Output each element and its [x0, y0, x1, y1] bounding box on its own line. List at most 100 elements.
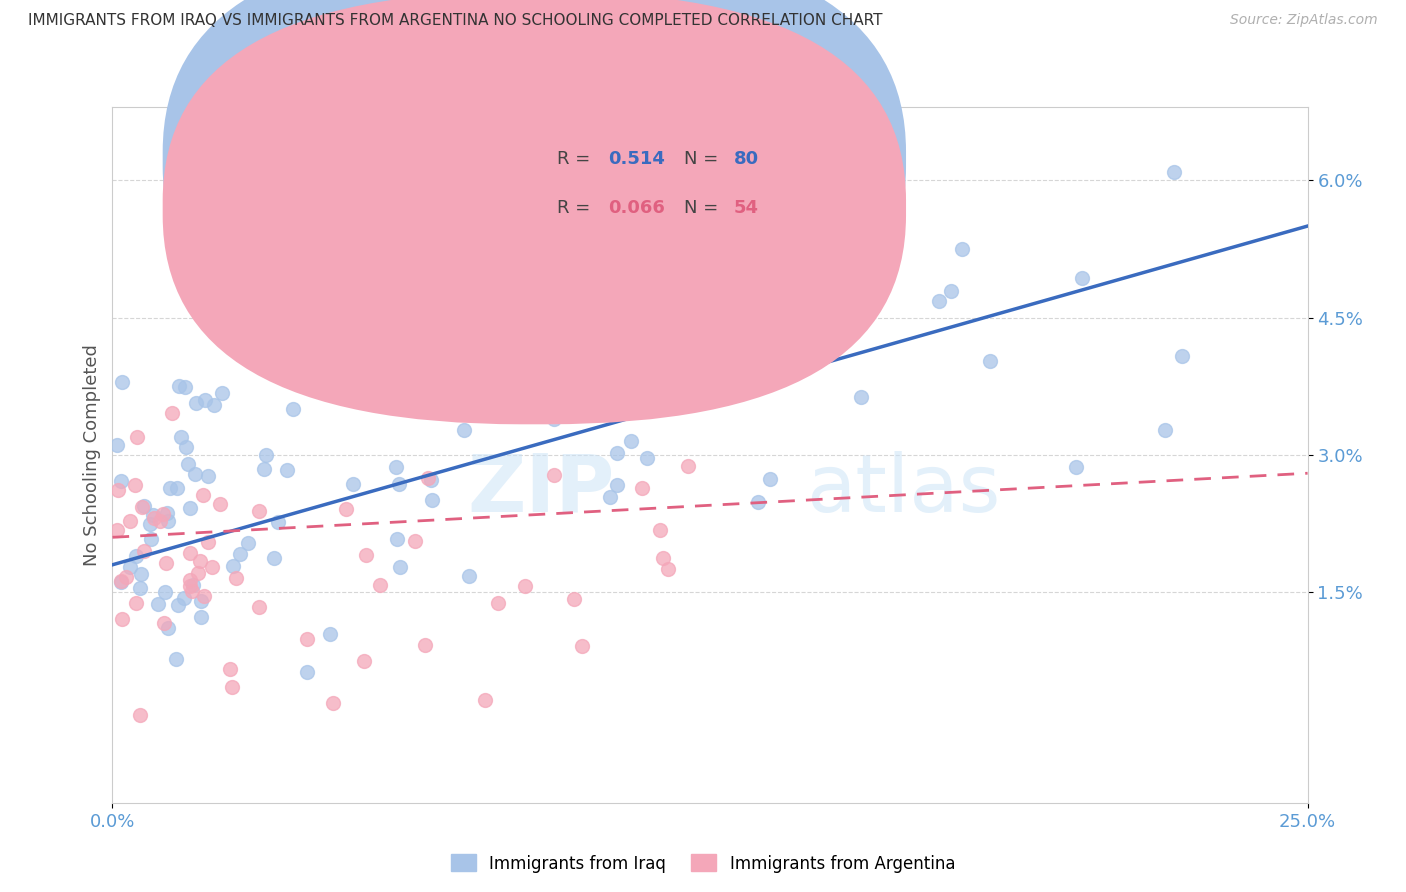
Point	[134, 544, 156, 558]
Point	[233, 313, 256, 327]
Point	[208, 497, 231, 511]
Text: R =: R =	[557, 199, 596, 217]
FancyBboxPatch shape	[163, 0, 905, 376]
Point	[188, 554, 211, 568]
Point	[177, 457, 200, 471]
Point	[142, 508, 165, 522]
Point	[221, 680, 243, 694]
Point	[157, 621, 180, 635]
Point	[110, 474, 132, 488]
Point	[184, 396, 207, 410]
Point	[105, 438, 128, 452]
Point	[225, 571, 247, 585]
Point	[413, 638, 436, 652]
Point	[676, 458, 699, 473]
Point	[197, 468, 219, 483]
Point	[460, 393, 482, 408]
Point	[419, 473, 441, 487]
Point	[128, 581, 150, 595]
Point	[197, 534, 219, 549]
Point	[179, 573, 201, 587]
Point	[190, 594, 212, 608]
Point	[620, 434, 643, 448]
Point	[388, 476, 411, 491]
Legend: Immigrants from Iraq, Immigrants from Argentina: Immigrants from Iraq, Immigrants from Ar…	[444, 847, 962, 880]
Point	[263, 550, 285, 565]
Point	[162, 406, 184, 420]
Point	[606, 478, 628, 492]
Point	[165, 652, 187, 666]
Point	[179, 501, 201, 516]
Point	[153, 616, 176, 631]
Point	[851, 390, 873, 404]
Point	[159, 482, 181, 496]
Point	[152, 508, 174, 522]
Point	[747, 494, 769, 508]
Point	[110, 574, 132, 589]
Point	[486, 596, 509, 610]
Point	[190, 609, 212, 624]
Point	[110, 574, 132, 589]
Point	[125, 430, 148, 444]
Point	[132, 499, 155, 513]
FancyBboxPatch shape	[495, 121, 830, 253]
Text: 0.066: 0.066	[609, 199, 665, 217]
Point	[1153, 423, 1175, 437]
Point	[388, 559, 411, 574]
Text: N =: N =	[683, 150, 724, 169]
Point	[253, 462, 276, 476]
Text: IMMIGRANTS FROM IRAQ VS IMMIGRANTS FROM ARGENTINA NO SCHOOLING COMPLETED CORRELA: IMMIGRANTS FROM IRAQ VS IMMIGRANTS FROM …	[28, 13, 883, 29]
Point	[173, 380, 195, 394]
Point	[599, 490, 621, 504]
Point	[167, 599, 190, 613]
Point	[201, 560, 224, 574]
Point	[652, 551, 675, 566]
Text: 0.514: 0.514	[609, 150, 665, 169]
Point	[283, 402, 305, 417]
Point	[422, 493, 444, 508]
Point	[120, 514, 142, 528]
Point	[1171, 349, 1194, 363]
Point	[353, 654, 375, 668]
Point	[173, 591, 195, 606]
Point	[342, 476, 364, 491]
Point	[111, 612, 134, 626]
Point	[950, 242, 973, 256]
Point	[179, 579, 201, 593]
Point	[1163, 164, 1185, 178]
Point	[191, 488, 214, 502]
Point	[254, 448, 277, 462]
Point	[939, 284, 962, 298]
FancyBboxPatch shape	[163, 0, 905, 425]
Point	[143, 510, 166, 524]
Text: 54: 54	[734, 199, 759, 217]
Point	[238, 536, 260, 550]
Point	[295, 632, 318, 646]
Point	[222, 558, 245, 573]
Point	[453, 423, 475, 437]
Point	[571, 639, 593, 653]
Point	[124, 478, 146, 492]
Point	[928, 294, 950, 309]
Point	[276, 463, 298, 477]
Point	[131, 500, 153, 514]
Point	[125, 596, 148, 610]
Point	[1064, 459, 1087, 474]
Point	[211, 386, 233, 401]
Point	[738, 329, 761, 343]
Point	[111, 375, 134, 389]
Point	[181, 578, 204, 592]
Point	[562, 591, 585, 606]
Point	[129, 567, 152, 582]
Point	[194, 392, 217, 407]
Point	[139, 533, 162, 547]
Text: 80: 80	[734, 150, 759, 169]
Point	[139, 516, 162, 531]
Y-axis label: No Schooling Completed: No Schooling Completed	[83, 344, 101, 566]
Point	[657, 562, 679, 576]
Point	[202, 398, 225, 412]
Point	[174, 440, 197, 454]
Point	[384, 459, 406, 474]
Point	[115, 570, 138, 584]
Text: N =: N =	[683, 199, 724, 217]
